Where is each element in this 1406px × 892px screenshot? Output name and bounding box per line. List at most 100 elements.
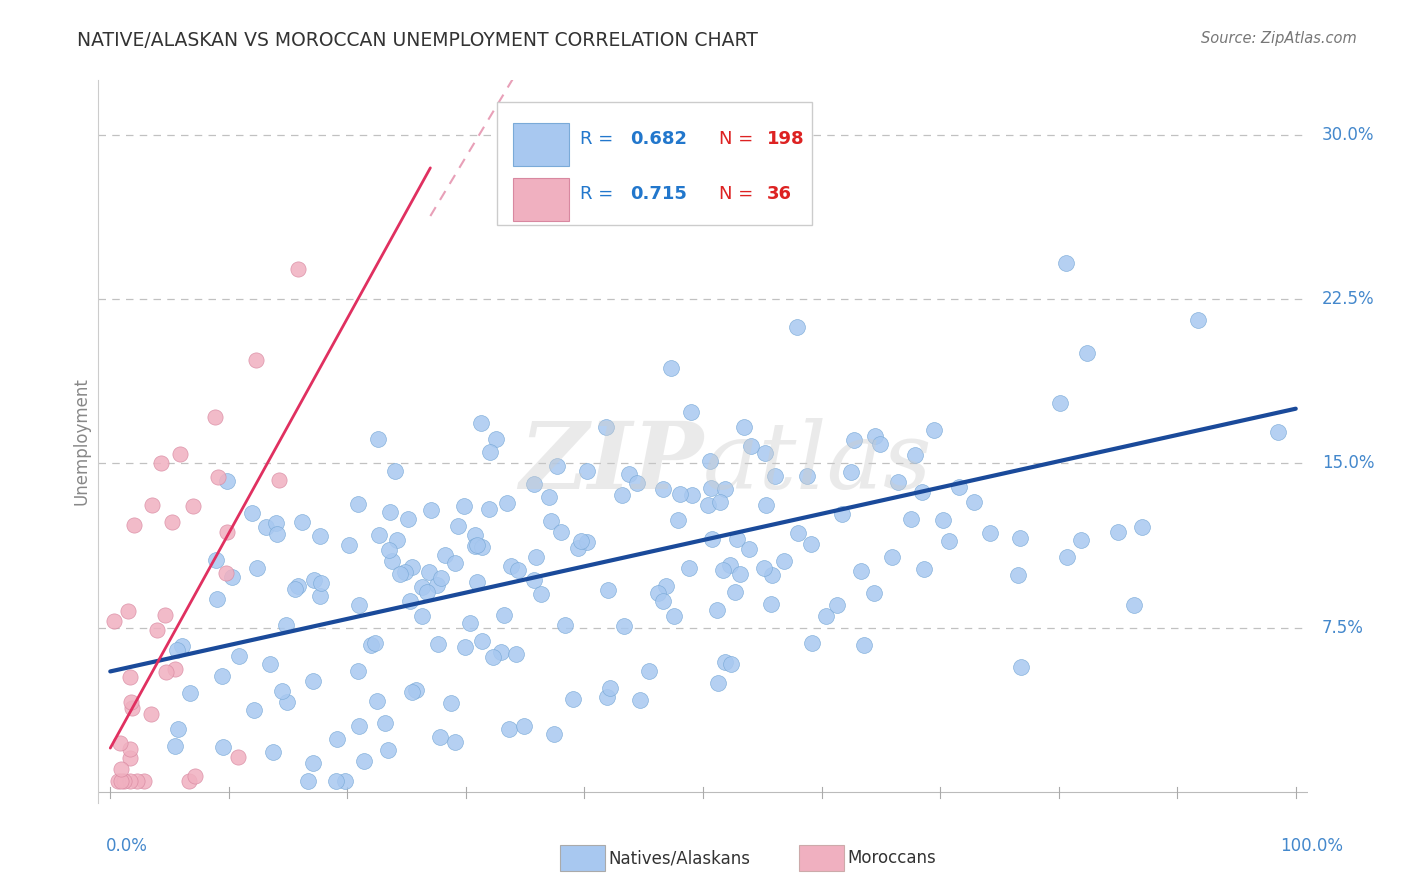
Point	[399, 594, 422, 608]
Point	[740, 438, 762, 452]
Point	[530, 587, 553, 601]
Point	[537, 490, 560, 504]
Point	[911, 485, 934, 500]
Point	[394, 565, 416, 579]
Point	[900, 512, 922, 526]
Point	[385, 533, 408, 547]
Point	[754, 445, 776, 459]
Point	[429, 730, 451, 744]
Point	[333, 773, 356, 788]
Point	[166, 643, 188, 657]
Point	[733, 420, 755, 434]
Point	[287, 579, 309, 593]
Text: Natives/Alaskans: Natives/Alaskans	[609, 849, 751, 867]
Point	[160, 515, 183, 529]
Point	[714, 482, 737, 496]
FancyBboxPatch shape	[498, 102, 811, 225]
Point	[141, 498, 163, 512]
Point	[427, 637, 450, 651]
Point	[337, 538, 360, 552]
Point	[738, 541, 761, 556]
Point	[1070, 533, 1092, 548]
Point	[489, 645, 512, 659]
Point	[825, 598, 848, 612]
Point	[787, 525, 810, 540]
Point	[700, 532, 723, 546]
Text: ZIP: ZIP	[519, 418, 703, 508]
Point	[851, 565, 873, 579]
Point	[254, 520, 277, 534]
Point	[707, 675, 730, 690]
Point	[125, 773, 148, 788]
Point	[465, 574, 488, 589]
Point	[309, 590, 332, 604]
Point	[118, 773, 141, 788]
Point	[447, 519, 470, 533]
Point	[576, 535, 599, 549]
Point	[754, 498, 776, 512]
Point	[761, 567, 783, 582]
Point	[666, 513, 689, 527]
Point	[378, 543, 401, 558]
Point	[245, 353, 267, 368]
Point	[724, 584, 747, 599]
Point	[963, 494, 986, 508]
Point	[904, 448, 927, 462]
Text: 0.0%: 0.0%	[105, 837, 148, 855]
Point	[411, 609, 433, 624]
Point	[297, 773, 319, 788]
Point	[524, 549, 547, 564]
Text: 7.5%: 7.5%	[1322, 619, 1364, 637]
Point	[1054, 256, 1077, 270]
Point	[184, 769, 207, 783]
Point	[120, 695, 142, 709]
Point	[595, 419, 617, 434]
Point	[440, 696, 463, 710]
Text: 100.0%: 100.0%	[1279, 837, 1343, 855]
Point	[865, 429, 887, 443]
Point	[471, 633, 494, 648]
Point	[681, 488, 703, 502]
Point	[226, 750, 249, 764]
Point	[172, 639, 194, 653]
Point	[831, 507, 853, 521]
Point	[754, 560, 776, 574]
Point	[419, 503, 441, 517]
Point	[465, 538, 488, 552]
Point	[706, 603, 728, 617]
Text: 198: 198	[768, 130, 804, 148]
Point	[271, 683, 294, 698]
Point	[869, 437, 891, 451]
Point	[575, 464, 598, 478]
Point	[471, 541, 494, 555]
Text: N =: N =	[718, 185, 759, 203]
Point	[842, 434, 865, 448]
Point	[481, 650, 503, 665]
Point	[599, 681, 621, 695]
Point	[309, 529, 332, 543]
Text: atlas: atlas	[703, 418, 932, 508]
Point	[478, 502, 501, 516]
Point	[207, 592, 229, 607]
Point	[212, 739, 235, 754]
Point	[444, 735, 467, 749]
Point	[948, 480, 970, 494]
Point	[763, 468, 786, 483]
Point	[979, 526, 1001, 541]
Point	[228, 649, 250, 664]
Point	[761, 597, 783, 611]
Point	[596, 690, 619, 704]
Point	[181, 500, 204, 514]
Point	[110, 773, 132, 788]
Text: N =: N =	[718, 130, 759, 148]
Point	[540, 514, 562, 528]
Text: R =: R =	[579, 185, 619, 203]
Point	[567, 541, 589, 556]
Point	[655, 579, 678, 593]
Point	[347, 665, 370, 679]
Point	[598, 583, 620, 598]
Point	[169, 447, 191, 461]
Point	[659, 360, 682, 375]
Point	[796, 468, 818, 483]
Point	[304, 574, 326, 588]
